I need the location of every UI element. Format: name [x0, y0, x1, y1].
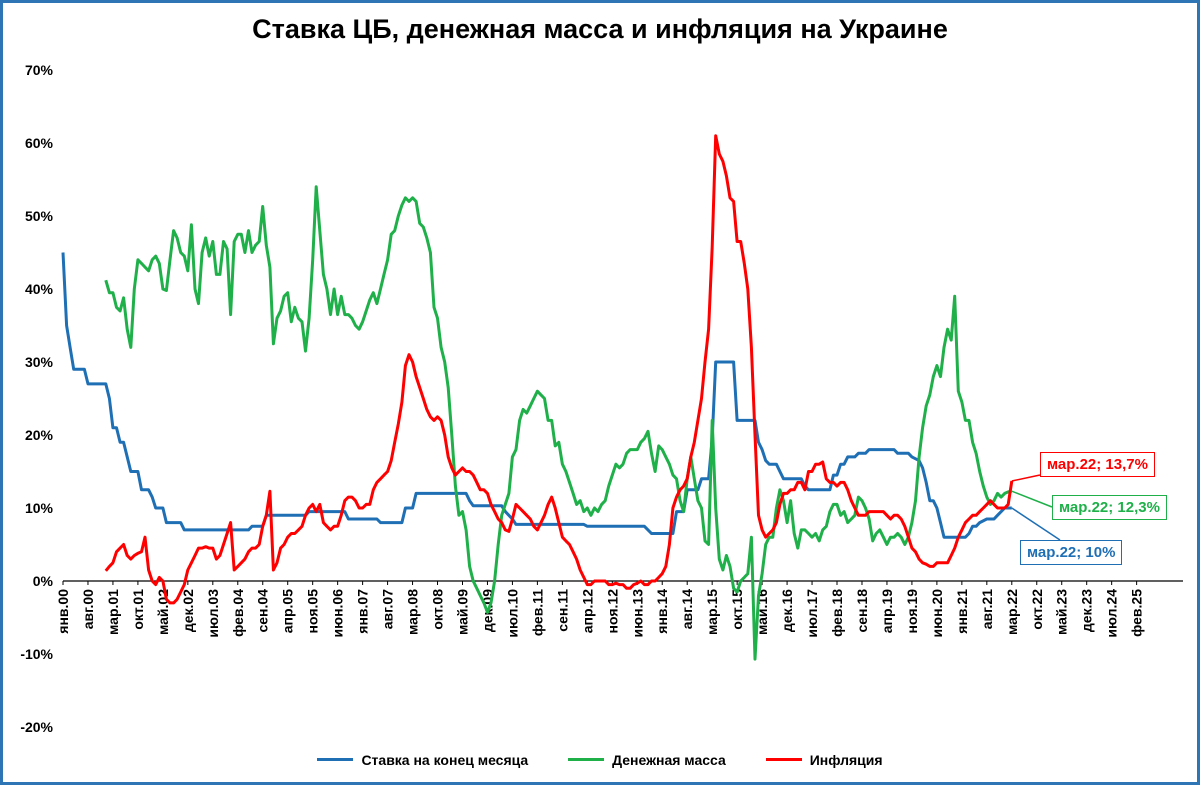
x-tick-label: июл.10: [504, 589, 520, 638]
x-tick-label: июн.20: [929, 589, 945, 638]
x-tick-label: янв.21: [954, 589, 970, 634]
x-tick-label: июн.13: [629, 589, 645, 638]
y-tick-label: 50%: [25, 208, 54, 224]
x-tick-label: апр.19: [879, 589, 895, 633]
legend-swatch-inflation: [765, 758, 802, 761]
y-tick-label: -10%: [20, 646, 53, 662]
x-tick-label: окт.15: [729, 589, 745, 630]
x-tick-label: июл.03: [205, 589, 221, 638]
x-tick-label: янв.00: [55, 589, 71, 634]
x-tick-label: окт.01: [130, 589, 146, 630]
x-tick-label: авг.07: [380, 589, 396, 629]
legend-item-rate: Ставка на конец месяца: [317, 752, 528, 768]
series-line-rate: [61, 252, 1012, 539]
legend-label-inflation: Инфляция: [809, 751, 883, 768]
legend-label-rate: Ставка на конец месяца: [361, 751, 529, 768]
legend-item-money: Денежная масса: [568, 752, 726, 768]
y-tick-label: 20%: [25, 427, 54, 443]
series-line-inflation: [104, 134, 1014, 605]
x-tick-label: май.23: [1054, 589, 1070, 635]
x-tick-label: июл.17: [804, 589, 820, 638]
x-tick-label: янв.14: [654, 589, 670, 634]
x-tick-label: ноя.05: [305, 589, 321, 634]
y-tick-label: -20%: [20, 719, 53, 735]
x-tick-label: апр.12: [579, 589, 595, 633]
chart-title: Ставка ЦБ, денежная масса и инфляция на …: [252, 14, 948, 44]
y-tick-label: 10%: [25, 500, 54, 516]
annotation-leader-line: [1011, 490, 1053, 508]
x-tick-label: фев.18: [829, 589, 845, 637]
legend-swatch-money: [568, 758, 605, 761]
y-tick-label: 30%: [25, 354, 54, 370]
x-tick-label: сен.18: [854, 589, 870, 633]
x-tick-label: мар.22: [1004, 589, 1020, 635]
x-tick-label: ноя.19: [904, 589, 920, 634]
legend-label-money: Денежная масса: [612, 751, 726, 768]
legend: Ставка на конец месяца Денежная масса Ин…: [0, 748, 1200, 768]
y-tick-label: 60%: [25, 135, 54, 151]
x-tick-label: авг.14: [679, 589, 695, 629]
y-tick-label: 70%: [25, 62, 54, 78]
y-tick-label: 40%: [25, 281, 54, 297]
annotation-rate: мар.22; 10%: [1020, 540, 1123, 565]
x-tick-label: фев.25: [1129, 589, 1145, 637]
x-tick-label: мар.15: [704, 589, 720, 635]
x-tick-label: ноя.12: [604, 589, 620, 634]
legend-item-inflation: Инфляция: [765, 751, 883, 768]
x-tick-label: дек.16: [779, 589, 795, 632]
x-tick-label: мар.08: [405, 589, 421, 635]
annotation-leader-line: [1011, 474, 1041, 482]
x-tick-label: сен.04: [255, 589, 271, 633]
x-tick-label: фев.11: [529, 589, 545, 636]
annotation-inflation: мар.22; 13,7%: [1040, 452, 1155, 477]
y-tick-label: 0%: [33, 573, 54, 589]
x-tick-label: май.02: [155, 589, 171, 635]
x-tick-label: июл.24: [1104, 589, 1120, 638]
legend-swatch-rate: [317, 758, 354, 761]
x-tick-label: апр.05: [280, 589, 296, 633]
x-tick-label: дек.02: [180, 589, 196, 632]
x-tick-label: янв.07: [355, 589, 371, 634]
x-tick-label: окт.08: [430, 589, 446, 630]
annotation-money-supply: мар.22; 12,3%: [1052, 495, 1167, 520]
series-line-money-supply: [104, 185, 1013, 661]
x-tick-label: май.09: [454, 589, 470, 635]
x-tick-label: окт.22: [1029, 589, 1045, 630]
x-tick-label: июн.06: [330, 589, 346, 638]
x-tick-label: авг.00: [80, 589, 96, 629]
x-tick-label: сен.11: [554, 589, 570, 632]
x-tick-label: дек.23: [1079, 589, 1095, 632]
x-tick-label: фев.04: [230, 589, 246, 637]
annotation-leader-line: [1011, 507, 1061, 541]
x-tick-label: авг.21: [979, 589, 995, 629]
x-tick-label: мар.01: [105, 589, 121, 635]
